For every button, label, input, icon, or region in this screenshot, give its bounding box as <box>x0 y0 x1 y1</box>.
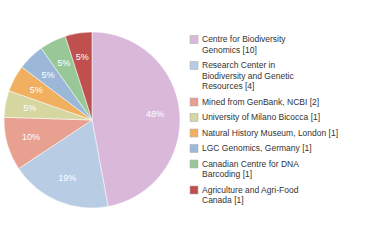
legend-label-line: Natural History Museum, London [1] <box>202 128 338 138</box>
legend-item: Agriculture and Agri-FoodCanada [1] <box>190 185 299 206</box>
legend-label-line: Biodiversity and Genetic <box>202 71 294 81</box>
legend-item: Mined from GenBank, NCBI [2] <box>190 97 319 107</box>
legend-swatch <box>190 62 198 70</box>
legend-label-line: Centre for Biodiversity <box>202 34 286 44</box>
legend-swatch <box>190 36 198 44</box>
legend-label-line: University of Milano Bicocca [1] <box>202 112 320 122</box>
legend-label-line: Barcoding [1] <box>202 169 252 179</box>
legend: Centre for BiodiversityGenomics [10] Rese… <box>190 34 338 205</box>
legend-label: Research Center inBiodiversity and Genet… <box>202 60 294 91</box>
data-label: 5% <box>76 52 89 62</box>
legend-swatch <box>190 114 198 122</box>
data-labels: 48%19%10%5%5%5%5%5% <box>22 52 164 183</box>
legend-swatch <box>190 145 198 153</box>
legend-label-line: Genomics [10] <box>202 45 257 55</box>
data-label: 5% <box>23 103 36 113</box>
legend-item: Canadian Centre for DNABarcoding [1] <box>190 159 299 180</box>
legend-label: Natural History Museum, London [1] <box>202 128 338 138</box>
legend-swatch <box>190 160 198 168</box>
legend-label: LGC Genomics, Germany [1] <box>202 143 312 153</box>
pie-slice <box>65 32 92 120</box>
legend-item: University of Milano Bicocca [1] <box>190 112 320 122</box>
legend-label-line: Research Center in <box>202 60 276 70</box>
data-label: 19% <box>58 173 76 183</box>
legend-label-line: Canada [1] <box>202 195 244 205</box>
legend-label: Mined from GenBank, NCBI [2] <box>202 97 319 107</box>
legend-swatch <box>190 98 198 106</box>
legend-label-line: Canadian Centre for DNA <box>202 159 299 169</box>
data-label: 5% <box>57 58 70 68</box>
legend-item: Centre for BiodiversityGenomics [10] <box>190 34 286 55</box>
legend-swatch <box>190 129 198 137</box>
legend-label-line: LGC Genomics, Germany [1] <box>202 143 312 153</box>
chart: 48%19%10%5%5%5%5%5%Centre for Biodiversi… <box>0 0 380 240</box>
legend-label: Centre for BiodiversityGenomics [10] <box>202 34 286 55</box>
pie-slice <box>92 32 180 207</box>
pie <box>4 32 180 208</box>
legend-label: Canadian Centre for DNABarcoding [1] <box>202 159 299 180</box>
legend-item: Natural History Museum, London [1] <box>190 128 338 138</box>
legend-label-line: Agriculture and Agri-Food <box>202 185 299 195</box>
legend-item: LGC Genomics, Germany [1] <box>190 143 312 153</box>
data-label: 10% <box>22 132 40 142</box>
legend-label: Agriculture and Agri-FoodCanada [1] <box>202 185 299 206</box>
legend-label-line: Resources [4] <box>202 81 254 91</box>
data-label: 48% <box>146 109 164 119</box>
legend-label-line: Mined from GenBank, NCBI [2] <box>202 97 319 107</box>
data-label: 5% <box>30 85 43 95</box>
data-label: 5% <box>41 70 54 80</box>
legend-label: University of Milano Bicocca [1] <box>202 112 320 122</box>
legend-item: Research Center inBiodiversity and Genet… <box>190 60 294 91</box>
pie-slice <box>4 117 92 168</box>
legend-swatch <box>190 186 198 194</box>
